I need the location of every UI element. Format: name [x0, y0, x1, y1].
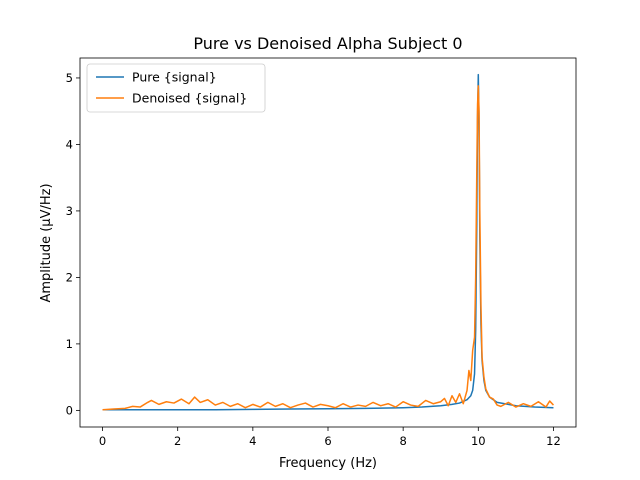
x-tick-label: 4 [249, 434, 256, 448]
legend-label: Pure {signal} [132, 70, 217, 85]
y-tick-label: 4 [66, 137, 73, 151]
x-tick-label: 8 [399, 434, 406, 448]
y-axis-label: Amplitude (μV/Hz) [39, 183, 54, 302]
x-axis-label: Frequency (Hz) [279, 456, 377, 471]
x-tick-label: 0 [99, 434, 106, 448]
y-tick-label: 3 [66, 204, 73, 218]
legend-box [86, 63, 266, 113]
y-tick-label: 2 [66, 270, 73, 284]
legend-label: Denoised {signal} [132, 91, 247, 106]
x-tick-label: 2 [174, 434, 181, 448]
y-tick-label: 5 [66, 71, 73, 85]
y-tick-label: 0 [66, 403, 73, 417]
x-tick-label: 10 [471, 434, 486, 448]
x-tick-label: 12 [546, 434, 561, 448]
chart-title: Pure vs Denoised Alpha Subject 0 [193, 34, 462, 53]
x-tick-label: 6 [324, 434, 331, 448]
y-tick-label: 1 [66, 337, 73, 351]
series-line-denoised [102, 85, 554, 411]
